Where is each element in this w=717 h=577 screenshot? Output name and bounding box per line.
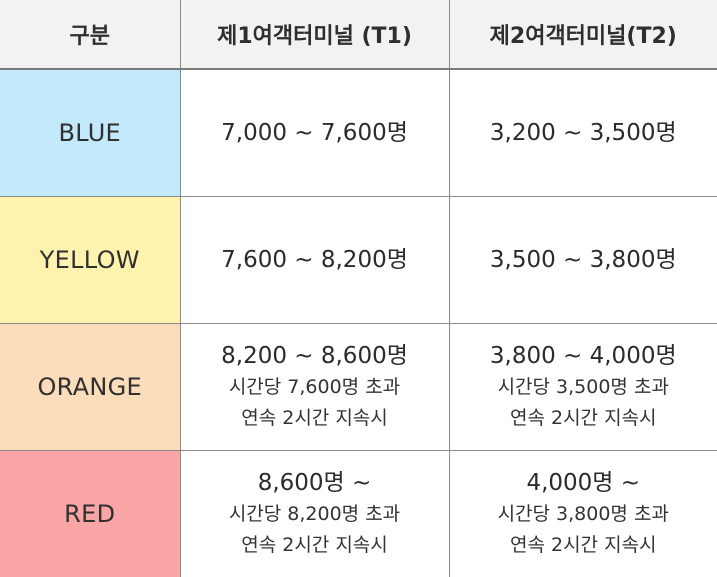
header-terminal-1: 제1여객터미널 (T1) <box>179 0 450 70</box>
level-cell-blue: BLUE <box>0 68 181 197</box>
t2-range: 3,500 ~ 3,800명 <box>489 246 677 273</box>
t1-cell-red: 8,600명 ~ 시간당 8,200명 초과 연속 2시간 지속시 <box>179 449 450 577</box>
t1-range: 7,000 ~ 7,600명 <box>221 119 408 146</box>
table-row-orange: ORANGE 8,200 ~ 8,600명 시간당 7,600명 초과 연속 2… <box>0 322 717 451</box>
table-row-yellow: YELLOW 7,600 ~ 8,200명 3,500 ~ 3,800명 <box>0 195 717 324</box>
t1-condition-duration: 연속 2시간 지속시 <box>241 533 388 556</box>
t1-condition-duration: 연속 2시간 지속시 <box>241 406 388 429</box>
t2-range: 3,800 ~ 4,000명 <box>489 342 677 369</box>
t1-cell-yellow: 7,600 ~ 8,200명 <box>179 195 450 324</box>
t2-condition-duration: 연속 2시간 지속시 <box>509 406 657 429</box>
t1-cell-blue: 7,000 ~ 7,600명 <box>179 68 450 197</box>
table-row-blue: BLUE 7,000 ~ 7,600명 3,200 ~ 3,500명 <box>0 68 717 197</box>
t2-cell-blue: 3,200 ~ 3,500명 <box>448 68 717 197</box>
t1-range: 8,200 ~ 8,600명 <box>221 342 408 369</box>
t2-cell-yellow: 3,500 ~ 3,800명 <box>448 195 717 324</box>
t2-cell-orange: 3,800 ~ 4,000명 시간당 3,500명 초과 연속 2시간 지속시 <box>448 322 717 451</box>
t2-cell-red: 4,000명 ~ 시간당 3,800명 초과 연속 2시간 지속시 <box>448 449 717 577</box>
table-header: 구분 제1여객터미널 (T1) 제2여객터미널(T2) <box>0 0 717 70</box>
t1-range: 7,600 ~ 8,200명 <box>221 246 408 273</box>
level-cell-yellow: YELLOW <box>0 195 181 324</box>
t1-range: 8,600명 ~ <box>257 469 372 496</box>
t1-condition-hourly: 시간당 7,600명 초과 <box>228 375 401 398</box>
table-row-red: RED 8,600명 ~ 시간당 8,200명 초과 연속 2시간 지속시 4,… <box>0 449 717 577</box>
header-row: 구분 제1여객터미널 (T1) 제2여객터미널(T2) <box>0 0 717 70</box>
t1-condition-hourly: 시간당 8,200명 초과 <box>228 502 401 525</box>
header-category: 구분 <box>0 0 181 70</box>
t1-cell-orange: 8,200 ~ 8,600명 시간당 7,600명 초과 연속 2시간 지속시 <box>179 322 450 451</box>
header-terminal-2: 제2여객터미널(T2) <box>448 0 717 70</box>
t2-condition-duration: 연속 2시간 지속시 <box>509 533 657 556</box>
t2-range: 3,200 ~ 3,500명 <box>489 119 677 146</box>
level-cell-orange: ORANGE <box>0 322 181 451</box>
level-cell-red: RED <box>0 449 181 577</box>
t2-range: 4,000명 ~ <box>526 469 641 496</box>
t2-condition-hourly: 시간당 3,800명 초과 <box>497 502 669 525</box>
t2-condition-hourly: 시간당 3,500명 초과 <box>497 375 669 398</box>
table-body: BLUE 7,000 ~ 7,600명 3,200 ~ 3,500명 YELLO… <box>0 68 717 577</box>
